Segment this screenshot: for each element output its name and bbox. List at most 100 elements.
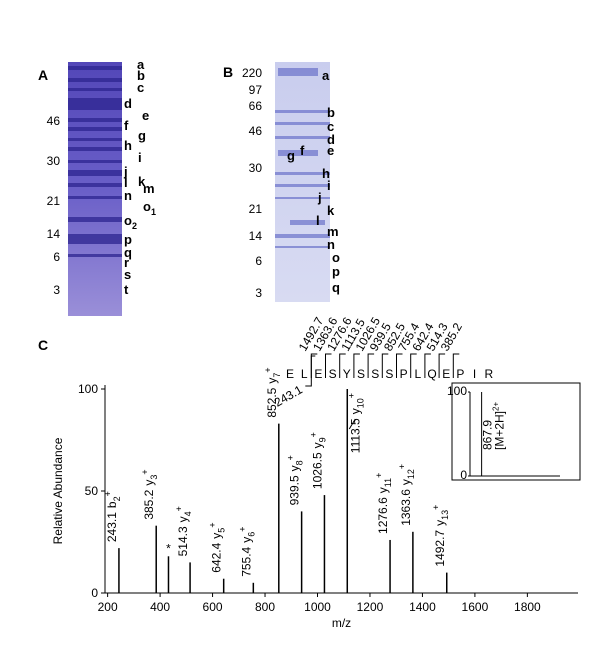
sequence-residue: I xyxy=(473,367,476,381)
peak-mz: 1113.5 xyxy=(348,418,362,453)
peak-label: 755.4 y6+ xyxy=(237,526,256,576)
peak-mz: 243.1 xyxy=(105,512,119,542)
peak-ion: y xyxy=(288,465,302,471)
ladder-bracket xyxy=(367,353,375,378)
marker-label: 6 xyxy=(255,254,262,268)
peak-label: 852.5 y7+ xyxy=(263,367,282,417)
marker-label: 14 xyxy=(47,227,61,241)
peak-ion-index: 2 xyxy=(112,496,122,501)
peak-label: 514.3 y4+ xyxy=(174,506,193,556)
band-label: l xyxy=(124,175,128,190)
band-label: o xyxy=(332,250,340,265)
band-label: c xyxy=(327,119,334,134)
y-tick-label: 50 xyxy=(85,484,99,498)
sequence-residue: L xyxy=(301,367,308,381)
peak-ion-index: 7 xyxy=(272,373,282,378)
marker-label: 6 xyxy=(53,250,60,264)
peak-star: * xyxy=(166,541,171,555)
band-label: h xyxy=(124,138,132,153)
peak-charge: + xyxy=(174,506,184,511)
band-label: q xyxy=(332,280,340,295)
peak-ion: y xyxy=(399,479,413,485)
panel-label: B xyxy=(223,64,233,80)
sequence-residue: S xyxy=(385,367,393,381)
panel-label: C xyxy=(38,337,48,353)
peak-label: 385.2 y3+ xyxy=(140,469,159,519)
sequence-residue: S xyxy=(371,367,379,381)
peak-ion: y xyxy=(265,378,279,384)
peak-ion: y xyxy=(176,516,190,522)
peak-charge: + xyxy=(208,522,218,527)
peak-mz: 1026.5 xyxy=(310,452,324,489)
peak-charge: + xyxy=(308,432,318,437)
marker-label: 14 xyxy=(249,229,263,243)
y-tick-label: 0 xyxy=(91,586,98,600)
inset-y-tick-label: 0 xyxy=(460,468,467,482)
inset-peak-label: 867.9 xyxy=(481,420,495,450)
peak-label: 1276.6 y11+ xyxy=(374,473,393,534)
sequence-residue: P xyxy=(456,367,464,381)
peak-ion: y xyxy=(210,533,224,539)
band-label: g xyxy=(287,148,295,163)
x-tick-label: 800 xyxy=(255,600,275,614)
peak-ion-index: 9 xyxy=(317,437,327,442)
ladder-bracket xyxy=(452,353,460,378)
ladder-bracket xyxy=(381,353,389,378)
band-label: i xyxy=(327,178,331,193)
ladder-label: 243.1 xyxy=(272,382,305,409)
marker-label: 46 xyxy=(47,114,61,128)
peak-ion: y xyxy=(142,480,156,486)
band-label: e xyxy=(327,143,334,158)
y-tick-label: 100 xyxy=(78,382,98,396)
peak-ion: y xyxy=(239,537,253,543)
band-label: a xyxy=(137,57,145,72)
sequence-residue: E xyxy=(314,367,322,381)
band-label: f xyxy=(124,118,129,133)
band-label: a xyxy=(322,68,330,83)
peak-ion-index: 13 xyxy=(440,510,450,520)
band-label: i xyxy=(138,150,142,165)
gel-b-bands xyxy=(275,68,330,248)
ladder-bracket xyxy=(438,353,446,378)
peak-mz: 642.4 xyxy=(210,542,224,572)
marker-label: 21 xyxy=(249,202,263,216)
inset-y-tick-label: 100 xyxy=(447,384,467,398)
band-label: c xyxy=(137,80,144,95)
band-label: h xyxy=(322,166,330,181)
peak-charge: + xyxy=(397,464,407,469)
peak-mz: 939.5 xyxy=(288,475,302,505)
peak-mz: 514.3 xyxy=(176,526,190,556)
marker-label: 30 xyxy=(249,161,263,175)
marker-label: 3 xyxy=(255,286,262,300)
band-label: f xyxy=(300,143,305,158)
ladder-bracket xyxy=(353,353,360,378)
band-label: o2 xyxy=(124,213,137,231)
peak-label: 1113.5 y10+ xyxy=(346,393,365,453)
sequence-residue: E xyxy=(286,367,294,381)
peak-label: 1026.5 y9+ xyxy=(308,432,327,489)
ladder-bracket xyxy=(325,353,332,378)
ladder-bracket xyxy=(424,353,431,378)
marker-label: 66 xyxy=(249,99,263,113)
inset-charge: 2+ xyxy=(492,402,501,411)
band-label: m xyxy=(327,224,339,239)
peak-mz: 385.2 xyxy=(142,489,156,519)
peak-ion-index: 6 xyxy=(246,532,256,537)
band-label: g xyxy=(138,128,146,143)
marker-label: 46 xyxy=(249,124,263,138)
band-label: b xyxy=(137,68,145,83)
peak-label: 243.1 b2+ xyxy=(103,491,122,542)
sequence-residue: Y xyxy=(343,367,351,381)
ladder-bracket xyxy=(339,353,346,378)
peak-mz: 1492.7 xyxy=(433,530,447,567)
peak-ion: y xyxy=(376,487,390,493)
band-label: j xyxy=(123,164,128,179)
band-subscript: 1 xyxy=(151,207,156,217)
peak-mz: 755.4 xyxy=(239,546,253,576)
peak-label: 939.5 y8+ xyxy=(286,455,305,505)
sequence-residue: Q xyxy=(427,367,436,381)
peak-ion-index: 11 xyxy=(383,478,393,487)
peak-mz: 1276.6 xyxy=(376,497,390,534)
marker-label: 30 xyxy=(47,154,61,168)
